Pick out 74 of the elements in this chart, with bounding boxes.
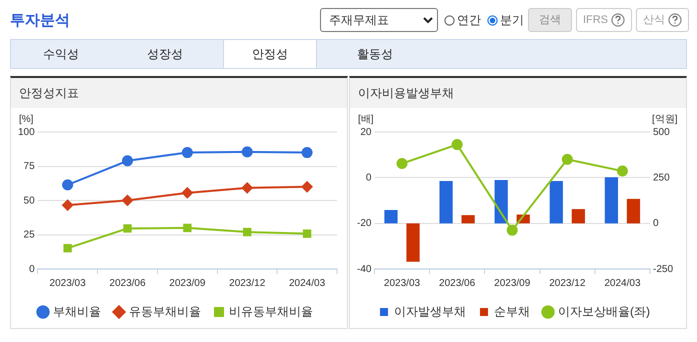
text: 주재무제표	[328, 12, 389, 28]
x-tick-label: 2023/09	[169, 278, 206, 289]
point	[122, 194, 133, 206]
point	[62, 179, 74, 190]
y2-tick-label: 500	[652, 126, 670, 138]
x-tick-label: 2023/09	[494, 278, 531, 289]
text: 연간	[456, 12, 481, 28]
y2-tick-label: -250	[652, 264, 674, 275]
point	[242, 182, 253, 194]
point	[63, 244, 72, 252]
point	[506, 224, 518, 236]
y-tick-label: 0	[366, 172, 372, 184]
point	[182, 187, 193, 198]
bar	[406, 223, 420, 262]
legend-label: 이자발생부채	[394, 304, 466, 318]
bar	[494, 180, 508, 224]
x-tick-label: 2024/03	[604, 278, 641, 289]
y-tick-label: 20	[360, 126, 372, 138]
bar	[462, 215, 475, 224]
point	[562, 154, 573, 165]
point	[182, 147, 193, 158]
y-axis-title: [%]	[19, 114, 34, 125]
chart-title: 이자비용발생부채	[350, 78, 686, 108]
point	[122, 155, 133, 166]
text: 산식	[636, 8, 689, 32]
text: 분기	[498, 12, 524, 28]
legend-label: 비유동부채비율	[229, 304, 313, 318]
x-tick-label: 2023/12	[229, 278, 266, 289]
point	[616, 166, 628, 177]
text: 검색	[528, 8, 572, 32]
y-tick-label: 25	[24, 230, 36, 240]
y2-tick-label: 0	[652, 218, 659, 230]
y-axis-title: [배]	[358, 114, 374, 125]
legend-label: 부채비율	[53, 304, 101, 318]
legend-label: 이자보상배율(좌)	[558, 304, 650, 318]
point	[242, 146, 253, 158]
point	[123, 224, 132, 233]
y2-tick-label: 250	[652, 172, 670, 184]
x-tick-label: 2023/06	[109, 278, 146, 289]
legend-label: 유동부채비율	[129, 304, 201, 318]
x-tick-label: 2024/03	[288, 278, 326, 289]
text: 투자분석	[10, 11, 70, 30]
text: IFRS	[576, 8, 632, 32]
bar	[384, 210, 398, 224]
point	[396, 158, 408, 170]
x-tick-label: 2023/06	[439, 278, 476, 289]
y-tick-label: -20	[357, 218, 372, 230]
bar	[572, 209, 585, 224]
point	[243, 228, 252, 236]
text: 활동성	[356, 46, 394, 63]
point	[302, 181, 313, 192]
bar	[604, 177, 618, 224]
text: 안정성	[223, 40, 317, 68]
legend-label: 순부채	[494, 304, 530, 318]
bar	[626, 198, 640, 224]
point	[302, 147, 313, 158]
text: 성장성	[146, 46, 184, 63]
point	[183, 224, 192, 232]
x-tick-label: 2023/12	[549, 278, 586, 289]
y-tick-label: 50	[24, 195, 36, 206]
y-tick-label: -40	[357, 264, 372, 275]
y-tick-label: 75	[24, 161, 36, 172]
bar	[550, 180, 563, 224]
x-tick-label: 2023/03	[384, 278, 421, 289]
text: 수익성	[42, 46, 80, 63]
point	[302, 229, 312, 238]
y2-axis-title: [억원]	[652, 114, 678, 125]
y-tick-label: 100	[18, 126, 36, 138]
bar	[439, 180, 453, 224]
point	[452, 139, 463, 150]
chart-title: 안정성지표	[11, 78, 347, 108]
x-tick-label: 2023/03	[50, 278, 86, 289]
y-tick-label: 0	[29, 264, 36, 275]
point	[62, 200, 74, 211]
